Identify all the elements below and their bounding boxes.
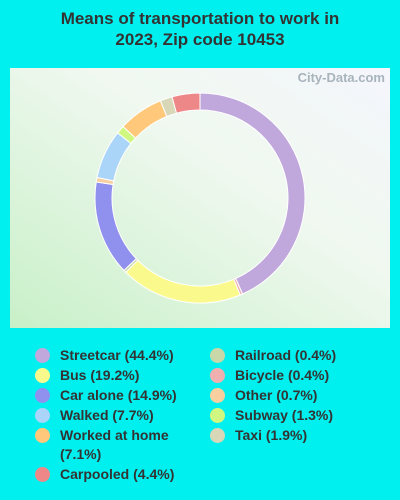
legend-entry: Worked at home (7.1%)	[35, 426, 180, 464]
legend-value: (14.9%)	[127, 387, 177, 403]
legend-swatch	[210, 428, 225, 443]
legend-label: Car alone	[60, 387, 124, 403]
legend-value: (0.7%)	[276, 387, 318, 403]
chart-title: Means of transportation to work in 2023,…	[60, 9, 340, 49]
legend-swatch	[35, 348, 50, 363]
legend-entry: Streetcar (44.4%)	[35, 346, 180, 365]
legend-entry: Railroad (0.4%)	[210, 346, 355, 365]
legend-value: (0.4%)	[287, 367, 330, 383]
legend-column: Streetcar (44.4%) Bus (19.2%) Car alone (1…	[35, 346, 205, 485]
legend-swatch	[210, 408, 225, 423]
legend-swatch	[35, 388, 50, 403]
legend-label: Bus	[60, 367, 87, 383]
legend-entry: Carpooled (4.4%)	[35, 465, 180, 484]
legend-swatch	[35, 428, 50, 443]
legend-label: Streetcar	[60, 347, 121, 363]
legend-value: (7.1%)	[60, 446, 102, 462]
legend-value: (1.3%)	[291, 407, 334, 423]
watermark: City-Data.com	[298, 70, 385, 85]
legend-label: Subway	[235, 407, 288, 423]
legend-swatch	[210, 388, 225, 403]
legend-swatch	[35, 368, 50, 383]
legend-entry: Walked (7.7%)	[35, 406, 180, 425]
legend-swatch	[35, 408, 50, 423]
legend-entry: Taxi (1.9%)	[210, 426, 355, 445]
legend-label: Carpooled	[60, 466, 130, 482]
legend-value: (19.2%)	[90, 367, 140, 383]
legend-label: Bicycle	[235, 367, 285, 383]
legend-value: (1.9%)	[265, 427, 308, 443]
legend-swatch	[210, 368, 225, 383]
legend-label: Other	[235, 387, 273, 403]
legend-entry: Bus (19.2%)	[35, 366, 180, 385]
legend-entry: Subway (1.3%)	[210, 406, 355, 425]
legend-value: (44.4%)	[124, 347, 174, 363]
legend-column: Railroad (0.4%) Bicycle (0.4%) Other (0.7%…	[210, 346, 380, 446]
legend-swatch	[210, 348, 225, 363]
legend-value: (7.7%)	[112, 407, 154, 423]
legend-label: Taxi	[235, 427, 262, 443]
legend-value: (0.4%)	[294, 347, 337, 363]
legend-label: Walked	[60, 407, 109, 423]
legend-label: Worked at home	[60, 427, 169, 443]
donut-segment	[171, 92, 201, 114]
legend-swatch	[35, 467, 50, 482]
legend-label: Railroad	[235, 347, 292, 363]
legend-entry: Other (0.7%)	[210, 386, 355, 405]
chart: City-Data.com	[10, 68, 390, 328]
legend-entry: Car alone (14.9%)	[35, 386, 180, 405]
plot-area	[10, 68, 390, 328]
legend-value: (4.4%)	[133, 466, 175, 482]
legend-entry: Bicycle (0.4%)	[210, 366, 355, 385]
